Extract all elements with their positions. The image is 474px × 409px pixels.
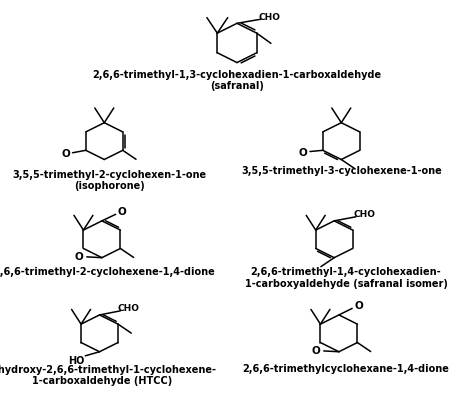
Text: O: O bbox=[118, 207, 126, 217]
Text: CHO: CHO bbox=[258, 13, 280, 22]
Text: CHO: CHO bbox=[353, 210, 375, 219]
Text: O: O bbox=[299, 148, 307, 158]
Text: 2,6,6-trimethyl-1,3-cyclohexadien-1-carboxaldehyde
(safranal): 2,6,6-trimethyl-1,3-cyclohexadien-1-carb… bbox=[92, 70, 382, 91]
Text: 2,6,6-trimethylcyclohexane-1,4-dione: 2,6,6-trimethylcyclohexane-1,4-dione bbox=[243, 364, 449, 374]
Text: O: O bbox=[75, 252, 83, 262]
Text: 3,5,5-trimethyl-3-cyclohexene-1-one: 3,5,5-trimethyl-3-cyclohexene-1-one bbox=[241, 166, 442, 176]
Text: HO: HO bbox=[69, 356, 85, 366]
Text: 2,6,6-trimethyl-2-cyclohexene-1,4-dione: 2,6,6-trimethyl-2-cyclohexene-1,4-dione bbox=[0, 267, 215, 276]
Text: CHO: CHO bbox=[118, 304, 139, 313]
Text: O: O bbox=[355, 301, 363, 311]
Text: O: O bbox=[312, 346, 320, 356]
Text: 4-hydroxy-2,6,6-trimethyl-1-cyclohexene-
1-carboxaldehyde (HTCC): 4-hydroxy-2,6,6-trimethyl-1-cyclohexene-… bbox=[0, 365, 217, 387]
Text: 3,5,5-trimethyl-2-cyclohexen-1-one
(isophorone): 3,5,5-trimethyl-2-cyclohexen-1-one (isop… bbox=[12, 170, 206, 191]
Text: 2,6,6-trimethyl-1,4-cyclohexadien-
1-carboxyaldehyde (safranal isomer): 2,6,6-trimethyl-1,4-cyclohexadien- 1-car… bbox=[245, 267, 447, 289]
Text: O: O bbox=[62, 149, 70, 160]
